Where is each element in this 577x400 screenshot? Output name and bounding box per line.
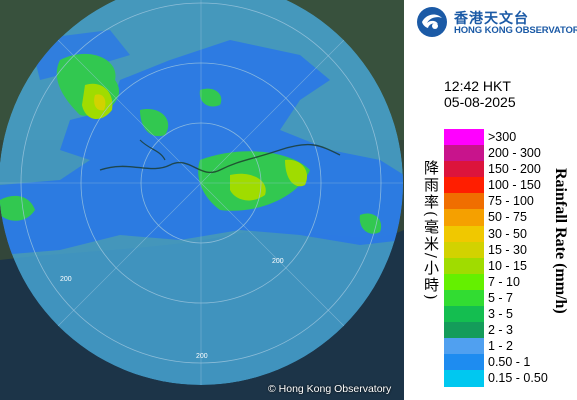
map-copyright: © Hong Kong Observatory bbox=[268, 383, 392, 395]
legend-range-label: 3 - 5 bbox=[488, 307, 514, 322]
legend-row: 1 - 2 bbox=[444, 338, 574, 355]
legend-swatch bbox=[444, 193, 484, 210]
legend-swatch bbox=[444, 241, 484, 258]
legend-swatch bbox=[444, 322, 484, 339]
legend-row: >300 bbox=[444, 129, 574, 146]
legend-range-label: 30 - 50 bbox=[488, 226, 527, 241]
legend-swatch bbox=[444, 338, 484, 355]
legend-row: 3 - 5 bbox=[444, 306, 574, 323]
legend-row: 50 - 75 bbox=[444, 209, 574, 226]
legend-panel: 香港天文台 HONG KONG OBSERVATORY 12:42 HKT 05… bbox=[404, 0, 577, 400]
legend-swatch bbox=[444, 129, 484, 146]
legend-swatch bbox=[444, 257, 484, 274]
hko-emblem-icon bbox=[417, 7, 447, 37]
hko-logo[interactable]: 香港天文台 HONG KONG OBSERVATORY bbox=[416, 6, 577, 38]
legend-swatch bbox=[444, 306, 484, 323]
rainfall-legend: >300 200 - 300 150 - 200 100 - 150 75 - 100 5… bbox=[444, 129, 574, 387]
legend-range-label: 5 - 7 bbox=[488, 290, 514, 305]
legend-row: 0.15 - 0.50 bbox=[444, 370, 574, 387]
legend-range-label: 1 - 2 bbox=[488, 339, 514, 354]
legend-swatch bbox=[444, 225, 484, 242]
legend-range-label: 7 - 10 bbox=[488, 274, 520, 289]
radar-image: 200 200 200 bbox=[0, 0, 404, 400]
legend-row: 5 - 7 bbox=[444, 289, 574, 307]
legend-range-label: 0.50 - 1 bbox=[488, 355, 531, 370]
legend-range-label: 10 - 15 bbox=[488, 258, 527, 273]
legend-range-label: 15 - 30 bbox=[488, 242, 527, 257]
legend-swatch bbox=[444, 161, 484, 178]
observation-time: 12:42 HKT bbox=[444, 78, 511, 94]
legend-swatch bbox=[444, 273, 484, 290]
legend-swatch bbox=[444, 145, 484, 162]
legend-row: 15 - 30 bbox=[444, 241, 574, 258]
radar-map[interactable]: 200 200 200 © Hong Kong Observatory bbox=[0, 0, 404, 400]
legend-range-label: 2 - 3 bbox=[488, 323, 514, 338]
legend-range-label: 50 - 75 bbox=[488, 210, 527, 225]
legend-range-label: 150 - 200 bbox=[488, 162, 541, 177]
legend-range-label: 100 - 150 bbox=[488, 178, 541, 193]
legend-swatch bbox=[444, 289, 484, 307]
legend-row: 200 - 300 bbox=[444, 145, 574, 162]
legend-row: 10 - 15 bbox=[444, 257, 574, 274]
legend-swatch bbox=[444, 370, 484, 387]
range-ring-label: 200 bbox=[272, 258, 284, 265]
legend-row: 0.50 - 1 bbox=[444, 354, 574, 371]
legend-row: 100 - 150 bbox=[444, 177, 574, 194]
legend-title-en: Rainfall Rate (mm/h) bbox=[552, 168, 569, 314]
legend-row: 7 - 10 bbox=[444, 273, 574, 290]
legend-row: 75 - 100 bbox=[444, 193, 574, 210]
legend-row: 2 - 3 bbox=[444, 322, 574, 339]
legend-swatch bbox=[444, 209, 484, 226]
legend-row: 150 - 200 bbox=[444, 161, 574, 178]
org-name-en: HONG KONG OBSERVATORY bbox=[454, 25, 577, 36]
legend-range-label: 200 - 300 bbox=[488, 146, 541, 161]
legend-swatch bbox=[444, 177, 484, 194]
observation-date: 05-08-2025 bbox=[444, 94, 516, 110]
legend-range-label: >300 bbox=[488, 130, 517, 144]
legend-title-zh: 降雨率(毫米/小時) bbox=[422, 160, 440, 302]
legend-range-label: 75 - 100 bbox=[488, 194, 534, 209]
legend-row: 30 - 50 bbox=[444, 225, 574, 242]
legend-swatch bbox=[444, 354, 484, 371]
org-name-zh: 香港天文台 bbox=[454, 11, 529, 27]
range-ring-label: 200 bbox=[196, 353, 208, 360]
legend-range-label: 0.15 - 0.50 bbox=[488, 371, 548, 386]
range-ring-label: 200 bbox=[60, 276, 72, 283]
